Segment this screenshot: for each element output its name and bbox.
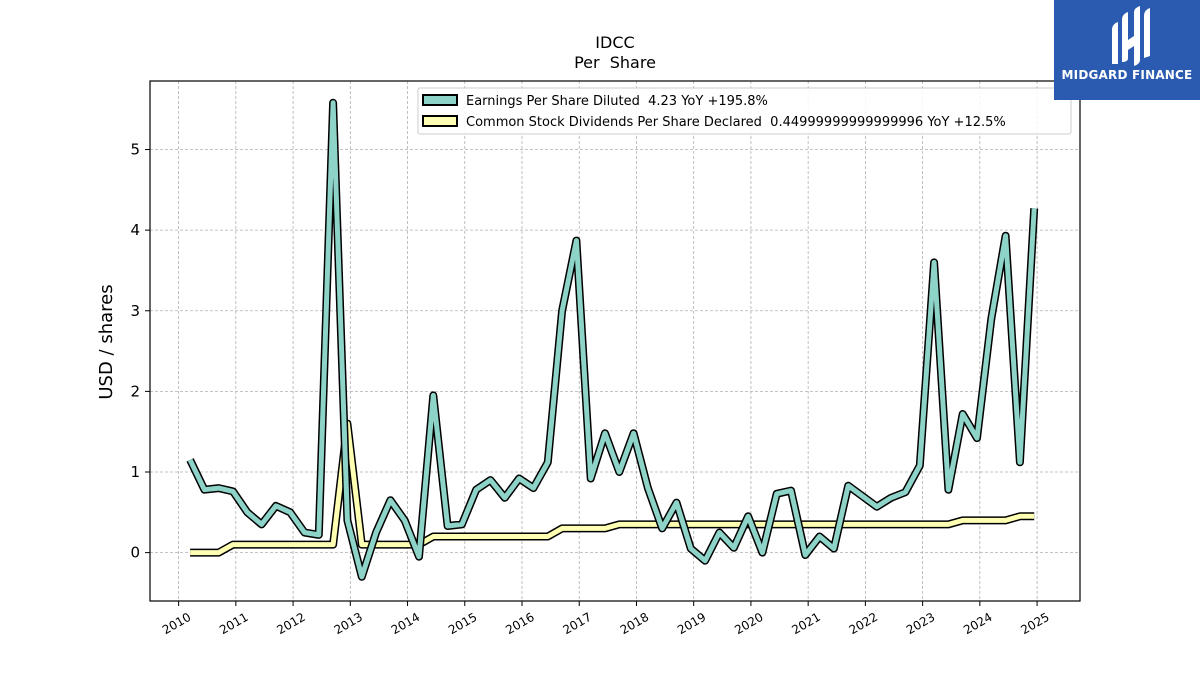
y-tick-label: 5 xyxy=(130,141,140,159)
y-tick-label: 0 xyxy=(130,544,140,562)
x-tick-label: 2025 xyxy=(1018,610,1051,637)
legend: Earnings Per Share Diluted 4.23 YoY +195… xyxy=(417,87,1072,135)
x-tick-label: 2020 xyxy=(732,610,765,637)
y-tick-label: 1 xyxy=(130,463,140,481)
legend-label-eps: Earnings Per Share Diluted 4.23 YoY +195… xyxy=(466,94,768,109)
x-tick-label: 2019 xyxy=(675,610,708,637)
legend-box xyxy=(417,87,1072,135)
x-tick-label: 2022 xyxy=(847,610,880,637)
x-tick-label: 2015 xyxy=(446,610,479,637)
y-tick-label: 2 xyxy=(130,382,140,400)
legend-swatch-dividends xyxy=(422,115,458,127)
x-tick-label: 2013 xyxy=(332,610,365,637)
legend-label-dividends: Common Stock Dividends Per Share Declare… xyxy=(466,115,1006,130)
x-axis-ticks: 2010 2011 2012 2013 2014 2015 2016 2017 2018 2019… xyxy=(160,601,1052,637)
x-tick-label: 2012 xyxy=(274,610,307,637)
logo-text: MIDGARD FINANCE xyxy=(1061,68,1193,82)
x-tick-label: 2021 xyxy=(789,610,822,637)
eps-line-outline xyxy=(186,98,1039,581)
x-tick-label: 2014 xyxy=(389,610,422,637)
x-tick-label: 2011 xyxy=(217,610,250,637)
y-axis-label: USD / shares xyxy=(96,284,117,399)
legend-swatch-eps xyxy=(422,94,458,106)
dividends-line xyxy=(190,421,1035,556)
chart-subtitle: Per Share xyxy=(574,53,656,72)
x-tick-label: 2016 xyxy=(503,610,536,637)
x-tick-label: 2010 xyxy=(160,610,193,637)
x-tick-label: 2018 xyxy=(618,610,651,637)
x-tick-label: 2023 xyxy=(904,610,937,637)
x-tick-label: 2024 xyxy=(961,610,994,637)
plot-frame xyxy=(149,80,1081,602)
y-tick-label: 3 xyxy=(130,302,140,320)
y-axis-ticks: 0 1 2 3 4 5 xyxy=(130,141,150,562)
x-tick-label: 2017 xyxy=(561,610,594,637)
eps-line xyxy=(187,100,1037,580)
y-tick-label: 4 xyxy=(130,221,140,239)
chart-title: IDCC xyxy=(595,33,634,52)
series-layer xyxy=(186,98,1039,581)
midgard-logo-icon xyxy=(1112,6,1150,66)
midgard-finance-logo: MIDGARD FINANCE xyxy=(1054,0,1200,100)
